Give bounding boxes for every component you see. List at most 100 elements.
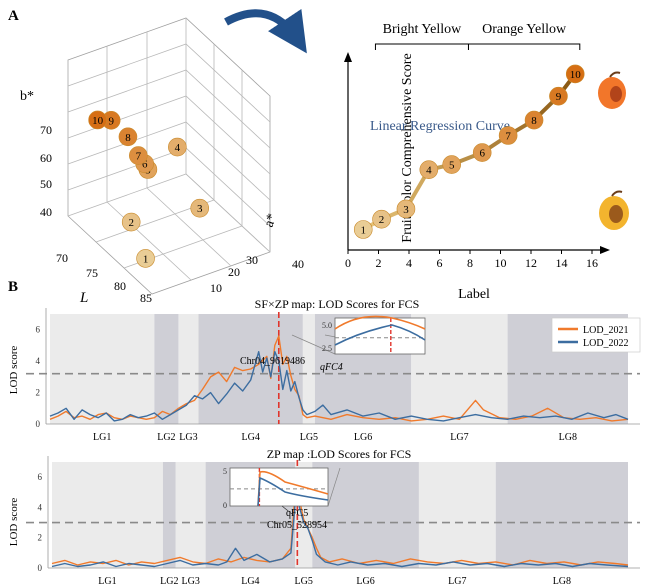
regression-point-label: 10 <box>570 69 582 81</box>
regression-point-label: 3 <box>403 204 409 216</box>
lod2-lg-band <box>52 462 163 568</box>
scatter3d-point-label: 10 <box>92 115 104 127</box>
scatter3d-point: 3 <box>190 198 210 218</box>
scatter3d-z-tick: 40 <box>40 205 52 219</box>
scatter3d-x-tick: 85 <box>140 291 152 305</box>
lod1-lg-label: LG2 <box>157 432 175 443</box>
regression-x-label: Label <box>458 287 490 302</box>
lod1-lg-label: LG8 <box>559 432 577 443</box>
regression-point-label: 6 <box>479 148 485 160</box>
regression-point: 1 <box>353 220 373 239</box>
lod1-inset-series-2021 <box>334 315 426 330</box>
lod2-series-LOD_2022 <box>51 487 629 568</box>
lod1-y-tick: 4 <box>36 356 41 366</box>
scatter3d-point: 1 <box>136 249 155 268</box>
lod1-legend-label: LOD_2021 <box>583 325 629 336</box>
lod2-y-label: LOD score <box>8 498 20 547</box>
scatter3d-x-tick: 70 <box>56 251 68 265</box>
lod2-y-tick: 0 <box>38 563 43 573</box>
scatter3d-point: 4 <box>168 137 187 157</box>
regression-annotation: Linear Regression Curve <box>370 119 510 134</box>
panel-label-b: B <box>8 279 18 295</box>
lod1-lg-label: LG3 <box>179 432 197 443</box>
lod2-title: ZP map :LOD Scores for FCS <box>267 447 412 461</box>
lod2-lg-label: LG3 <box>181 576 199 586</box>
regression-point-label: 5 <box>449 160 455 172</box>
regression-point: 7 <box>498 126 518 145</box>
scatter3d-y-tick: 20 <box>228 265 240 279</box>
regression-point-label: 1 <box>361 224 367 236</box>
scatter3d-back-wall <box>67 17 271 295</box>
regression-x-tick: 6 <box>437 256 443 270</box>
lod2-lg-label: LG1 <box>98 576 116 586</box>
yellow-fruit-icon <box>599 190 629 230</box>
regression-x-tick: 14 <box>556 256 568 270</box>
regression-chart: Fruit Color Comprehensive Score Label Li… <box>344 22 629 302</box>
regression-x-arrow <box>600 246 610 254</box>
regression-bracket-label: Bright Yellow <box>383 22 462 37</box>
regression-point-label: 7 <box>505 130 511 142</box>
lod2-bands: LG1 LG2 LG3 LG4 LG5 LG6 LG7 LG8 <box>52 462 628 586</box>
lod1-lg-label: LG7 <box>450 432 468 443</box>
scatter3d-point: 10 <box>88 110 107 130</box>
lod1-title: SF×ZP map: LOD Scores for FCS <box>255 297 420 311</box>
regression-point: 6 <box>472 143 492 162</box>
lod2-inset-frame <box>229 467 329 507</box>
lod1-series-LOD_2022 <box>49 351 629 422</box>
lod1-lg-label: LG5 <box>300 432 318 443</box>
lod1-inset-tick: 2.5 <box>322 344 332 353</box>
lod2-y-tick: 2 <box>38 533 43 543</box>
lod2-lg-band <box>162 462 176 568</box>
scatter3d-point-label: 9 <box>108 115 114 127</box>
lod2-lg-band <box>175 462 206 568</box>
lod1-legend-frame <box>551 317 641 353</box>
regression-x-tick: 0 <box>345 256 351 270</box>
lod1-lg-band <box>50 314 155 424</box>
lod2-inset: 5 0 qFC5 <box>223 467 341 519</box>
scatter3d-point-label: 3 <box>197 203 203 215</box>
lod1-lg-band <box>154 314 179 424</box>
lod2-lg-label: LG2 <box>160 576 178 586</box>
regression-x-tick: 10 <box>495 256 507 270</box>
orange-fruit-icon <box>598 71 626 109</box>
lod2-lg-label: LG6 <box>356 576 374 586</box>
lod1-chart: SF×ZP map: LOD Scores for FCS LOD score … <box>8 297 641 443</box>
regression-y-arrow <box>344 52 352 62</box>
regression-x-tick: 4 <box>406 256 412 270</box>
scatter3d-point-label: 4 <box>175 142 181 154</box>
scatter3d-point-label: 6 <box>142 159 148 171</box>
lod2-inset-tick: 0 <box>223 501 227 510</box>
scatter3d-x-label: L <box>79 290 88 306</box>
lod2-lg-band <box>312 462 419 568</box>
regression-point: 8 <box>524 110 544 130</box>
lod2-lg-band <box>418 462 496 568</box>
lod1-lg-label: LG6 <box>354 432 372 443</box>
regression-point: 4 <box>419 160 439 179</box>
lod1-y-tick: 0 <box>36 419 41 429</box>
scatter3d-point-label: 2 <box>128 217 134 229</box>
scatter3d-z-tick: 50 <box>40 177 52 191</box>
lod1-legend: LOD_2021 LOD_2022 <box>551 317 641 353</box>
lod1-lg-band <box>411 314 508 424</box>
regression-bracket <box>467 43 581 50</box>
lod2-zoom-line <box>327 467 341 507</box>
scatter3d-point: 7 <box>129 146 148 165</box>
regression-point: 3 <box>396 199 416 219</box>
scatter3d-point: 8 <box>118 127 138 147</box>
lod1-y-tick: 6 <box>36 325 41 335</box>
lod2-lg-label: LG7 <box>448 576 466 586</box>
scatter3d-point: 2 <box>121 212 141 232</box>
lod1-lg-label: LG1 <box>93 432 111 443</box>
lod1-inset: 5.0 2.5 qFC4 <box>291 315 426 373</box>
lod2-inset-tick: 5 <box>223 467 227 476</box>
lod2-inset-label: qFC5 <box>286 508 308 519</box>
lod2-lg-band <box>495 462 628 568</box>
lod1-zoom-line <box>291 334 336 355</box>
lod2-lg-label: LG8 <box>553 576 571 586</box>
scatter3d-z-tick: 70 <box>40 123 52 137</box>
lod1-inset-tick: 5.0 <box>322 321 332 330</box>
transition-arrow <box>224 8 307 54</box>
lod1-series-LOD_2021 <box>49 335 629 422</box>
lod1-lg-band <box>302 314 315 424</box>
lod2-inset-series-2022 <box>257 476 329 507</box>
